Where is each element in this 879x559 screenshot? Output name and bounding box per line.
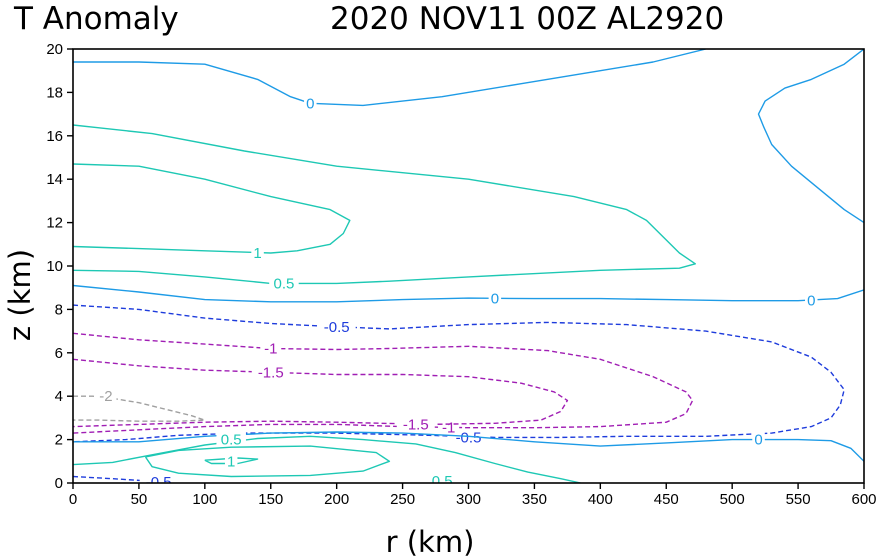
contour-label-10-1: 0.5	[432, 473, 453, 490]
contour-label-bg	[251, 244, 264, 261]
contour--0.5-5	[73, 304, 845, 443]
y-tick-label-0: 0	[55, 475, 63, 492]
x-tick-label-250: 250	[390, 491, 415, 508]
x-axis-label: r (km)	[386, 525, 475, 559]
y-tick-label-8: 8	[55, 301, 63, 318]
contour-label-bg	[139, 473, 178, 483]
contour-label-7-0: -1.5	[258, 364, 284, 381]
contour-label-4-1: 0	[807, 293, 815, 310]
contour-label-bg	[95, 388, 117, 405]
contour-label-13-0: -0.5	[146, 474, 172, 491]
contour-0.5-10	[73, 435, 581, 483]
y-tick-label-10: 10	[46, 258, 63, 275]
contour-label-bg	[488, 290, 502, 307]
x-tick-label-500: 500	[720, 491, 745, 508]
x-tick-label-200: 200	[324, 491, 349, 508]
contour-0-4	[73, 284, 864, 303]
contour-label-bg	[269, 275, 299, 292]
contour-label-bg	[427, 472, 457, 483]
contour-label-7-1: -1.5	[403, 416, 429, 433]
contour-label-bg	[216, 431, 246, 448]
contour-label-bg	[260, 340, 282, 357]
x-tick-label-100: 100	[192, 491, 217, 508]
x-tick-label-50: 50	[131, 491, 148, 508]
contour-label-9-0: 0	[754, 432, 762, 449]
contour-label-5-0: -0.5	[324, 319, 350, 336]
x-tick-label-350: 350	[522, 491, 547, 508]
chart-subtitle: 2020 NOV11 00Z AL2920	[330, 1, 724, 37]
contour-label-5-1: -0.5	[456, 429, 482, 446]
contour-0-1	[757, 49, 864, 224]
contour-label-6-1: -1	[442, 420, 455, 437]
x-tick-label-0: 0	[69, 491, 77, 508]
y-tick-label-20: 20	[46, 41, 63, 58]
contour-1-3	[73, 163, 351, 254]
y-tick-label-6: 6	[55, 345, 63, 362]
contour-label-bg	[805, 292, 818, 309]
y-tick-label-12: 12	[46, 215, 63, 232]
contour-label-bg	[317, 318, 356, 335]
contour-label-3-0: 1	[253, 245, 261, 262]
contour-1-2	[73, 124, 696, 285]
contour-label-0-0: 0	[306, 95, 314, 112]
contour-label-bg	[304, 95, 317, 112]
contour-label-bg	[251, 364, 290, 381]
contour--1-6	[73, 332, 694, 434]
y-tick-label-18: 18	[46, 84, 63, 101]
x-tick-label-550: 550	[786, 491, 811, 508]
contour-label-4-0: 0	[491, 291, 499, 308]
y-tick-label-14: 14	[46, 171, 63, 188]
contour-lines: 00.510 0-0.5-0.5-1-1-1.5-1.5-200.50.51-0.…	[73, 49, 864, 491]
plot-frame	[72, 48, 865, 484]
contour-label-10-0: 0.5	[221, 432, 242, 449]
chart-title: T Anomaly	[13, 1, 179, 37]
y-tick-label-16: 16	[46, 128, 63, 145]
contour-label-bg	[396, 416, 435, 433]
x-tick-label-450: 450	[654, 491, 679, 508]
contour-label-8-0: -2	[99, 388, 112, 405]
x-tick-label-600: 600	[851, 491, 876, 508]
contour-label-2-0: 0.5	[274, 275, 295, 292]
y-tick-label-4: 4	[55, 388, 63, 405]
x-tick-label-400: 400	[588, 491, 613, 508]
contour-label-bg	[224, 453, 238, 470]
contour--2-8	[73, 395, 206, 422]
contour-0.5-11	[144, 445, 391, 478]
x-tick-label-150: 150	[258, 491, 283, 508]
contour-label-6-0: -1	[264, 340, 277, 357]
y-tick-label-2: 2	[55, 432, 63, 449]
contour-label-12-0: 1	[227, 453, 235, 470]
y-axis-label: z (km)	[3, 249, 37, 341]
contour-label-bg	[752, 431, 765, 448]
contour-0-0	[73, 49, 706, 107]
contour--1.5-7	[73, 358, 569, 428]
x-tick-label-300: 300	[456, 491, 481, 508]
plot-area: 00.510 0-0.5-0.5-1-1-1.5-1.5-200.50.51-0.…	[46, 41, 876, 508]
